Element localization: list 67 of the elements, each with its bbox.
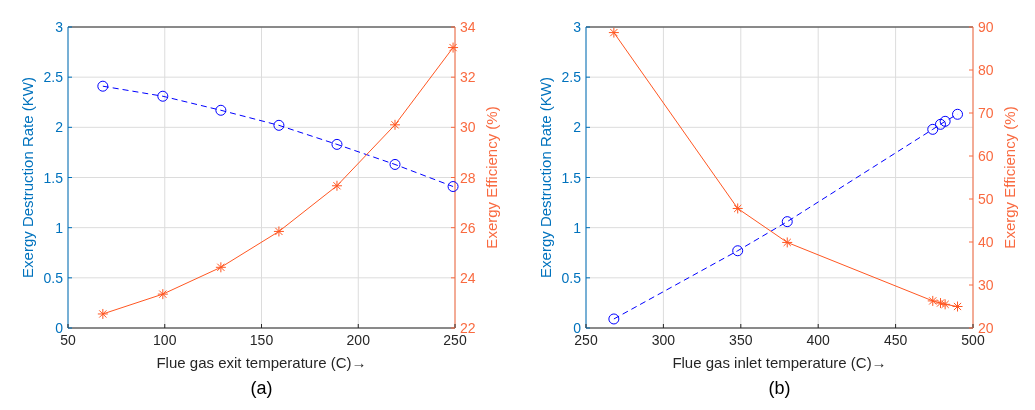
point xyxy=(157,288,169,300)
point xyxy=(927,123,939,135)
y-tick-label: 1.5 xyxy=(561,169,582,186)
point xyxy=(215,104,227,116)
y-tick-label: 1 xyxy=(55,219,64,236)
y2-axis-title: Exergy Efficiency (%) xyxy=(1001,106,1018,249)
point xyxy=(447,181,459,193)
y-tick-label: 0.5 xyxy=(561,269,582,286)
y-tick-label: 2 xyxy=(573,119,582,136)
point xyxy=(732,245,744,257)
point xyxy=(608,27,620,39)
point xyxy=(927,295,939,307)
point xyxy=(447,42,459,54)
x-tick-label: 200 xyxy=(346,332,371,348)
y-tick-label: 2.5 xyxy=(561,69,582,86)
y2-tick-label: 30 xyxy=(978,277,994,293)
point xyxy=(732,202,744,214)
point xyxy=(97,308,109,320)
y2-tick-label: 50 xyxy=(978,191,994,207)
y2-tick-label: 70 xyxy=(978,105,994,121)
y-tick-label: 3 xyxy=(55,19,64,35)
point xyxy=(608,313,620,325)
x-tick-label: 150 xyxy=(249,332,274,348)
y2-tick-label: 60 xyxy=(978,148,994,164)
y2-tick-label: 34 xyxy=(460,19,476,35)
y2-tick-label: 24 xyxy=(460,269,476,286)
y-axis-title: Exergy Destruction Rate (KW) xyxy=(537,77,554,278)
y2-tick-label: 30 xyxy=(460,119,476,136)
y-tick-label: 1.5 xyxy=(43,169,64,186)
point xyxy=(939,115,951,127)
point xyxy=(389,119,401,131)
x-tick-label: 350 xyxy=(729,332,753,348)
y2-tick-label: 40 xyxy=(978,234,994,250)
text: (a) xyxy=(250,378,273,398)
x-axis-title: Flue gas exit temperature (C)→ xyxy=(156,354,367,371)
x-tick-label: 100 xyxy=(153,332,177,348)
x-axis-title: Flue gas inlet temperature (C)→ xyxy=(672,354,887,371)
point xyxy=(952,108,964,120)
x-tick-label: 450 xyxy=(883,332,908,348)
point xyxy=(273,119,285,131)
y2-tick-label: 80 xyxy=(978,62,994,78)
y2-tick-label: 26 xyxy=(460,219,476,236)
point xyxy=(934,297,946,309)
y-tick-label: 0.5 xyxy=(43,269,64,286)
y2-tick-label: 32 xyxy=(460,69,476,86)
y2-tick-label: 90 xyxy=(978,19,994,35)
y-tick-label: 1 xyxy=(573,219,582,236)
point xyxy=(952,301,964,312)
point xyxy=(157,90,169,102)
point xyxy=(331,138,343,150)
y2-axis-title: Exergy Efficiency (%) xyxy=(483,106,500,249)
y2-tick-label: 28 xyxy=(460,169,476,186)
point xyxy=(781,216,793,228)
point xyxy=(331,180,343,192)
x-tick-label: 300 xyxy=(651,332,676,348)
point xyxy=(934,118,946,130)
text: (b) xyxy=(768,378,791,398)
point xyxy=(781,236,793,248)
point xyxy=(97,80,109,92)
y-axis-title: Exergy Destruction Rate (KW) xyxy=(19,77,36,278)
x-tick-label: 400 xyxy=(806,332,831,348)
point xyxy=(215,261,227,273)
y-tick-label: 2.5 xyxy=(43,69,64,86)
y-tick-label: 3 xyxy=(573,19,582,35)
y-tick-label: 2 xyxy=(55,119,64,136)
point xyxy=(273,225,285,237)
point xyxy=(389,158,401,170)
